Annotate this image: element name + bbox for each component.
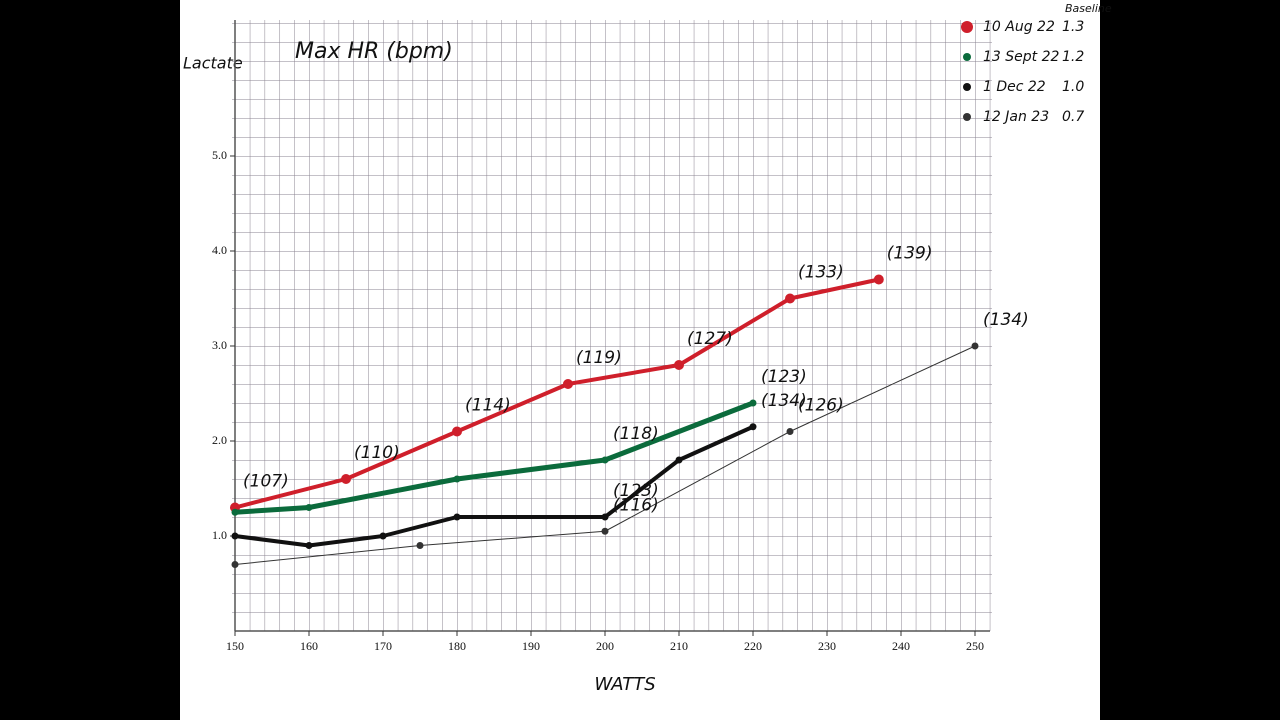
plot: 150 160 170 180 190 200 210 220 230 240 250 1.0 2.0 3… [212, 19, 1084, 653]
x-tick-label: 150 [226, 639, 244, 653]
y-tick-label: 1.0 [212, 528, 227, 542]
data-point [231, 561, 239, 568]
hr-annotation: (134) [761, 391, 807, 411]
y-tick-label: 4.0 [212, 243, 227, 257]
y-tick-label: 2.0 [212, 433, 227, 447]
data-point [305, 504, 313, 511]
legend-baseline: 0.7 [1062, 109, 1084, 125]
legend-label: 1 Dec 22 [983, 79, 1046, 95]
x-tick-label: 170 [374, 639, 392, 653]
legend-marker [963, 113, 971, 121]
legend-marker [961, 21, 973, 33]
hr-annotation: (123) [613, 481, 659, 501]
data-point [563, 379, 573, 389]
data-point [453, 475, 461, 483]
data-point [674, 360, 684, 370]
legend-label: 13 Sept 22 [983, 49, 1059, 65]
hr-annotation: (139) [887, 244, 933, 264]
graph-paper-grid [232, 20, 992, 631]
data-point [341, 474, 351, 484]
legend-label: 12 Jan 23 [983, 109, 1049, 125]
x-axis-label: WATTS [594, 674, 655, 695]
data-point [971, 342, 979, 350]
data-point [601, 527, 609, 535]
legend-label: 10 Aug 22 [983, 19, 1055, 35]
hr-annotation: (110) [354, 443, 400, 463]
x-tick-label: 160 [300, 639, 318, 653]
hr-annotation: (119) [576, 348, 622, 368]
data-point [873, 274, 884, 285]
data-point [675, 456, 683, 464]
data-point [231, 508, 239, 516]
x-tick-label: 230 [818, 639, 836, 653]
data-point [452, 426, 462, 437]
x-tick-label: 200 [596, 639, 614, 653]
x-tick-label: 210 [670, 639, 688, 653]
data-point [786, 428, 794, 435]
hr-annotation: (126) [798, 396, 844, 416]
legend-marker [963, 83, 971, 91]
data-point [305, 542, 313, 549]
data-point [749, 399, 757, 407]
data-point [601, 513, 609, 521]
hr-annotation: (118) [613, 424, 659, 444]
x-tick-label: 180 [448, 639, 466, 653]
data-point [749, 423, 757, 431]
hr-annotation: (114) [465, 396, 511, 416]
legend-baseline: 1.2 [1062, 49, 1084, 65]
data-point [231, 532, 239, 540]
chart-title: Max HR (bpm) [295, 39, 453, 64]
legend-header: Baseline [1065, 2, 1112, 15]
hr-annotation: (134) [983, 310, 1029, 330]
data-point [785, 293, 795, 304]
x-tick-label: 190 [522, 639, 540, 653]
legend-marker [963, 53, 971, 61]
x-tick-label: 220 [744, 639, 762, 653]
legend-baseline: 1.3 [1062, 19, 1084, 35]
x-tick-label: 240 [892, 639, 910, 653]
y-tick-label: 5.0 [212, 148, 227, 162]
x-tick-label: 250 [966, 639, 984, 653]
hr-annotation: (123) [761, 367, 807, 387]
hr-annotation: (107) [243, 472, 289, 492]
legend-baseline: 1.0 [1062, 79, 1084, 95]
data-point [453, 513, 461, 521]
data-point [601, 456, 609, 464]
data-point [379, 532, 387, 540]
data-point [416, 542, 424, 549]
hr-annotation: (127) [687, 329, 733, 349]
y-axis-label: Lactate [183, 54, 243, 73]
y-tick-label: 3.0 [212, 338, 227, 352]
hr-annotation: (116) [613, 495, 659, 515]
hr-annotation: (133) [798, 263, 844, 283]
